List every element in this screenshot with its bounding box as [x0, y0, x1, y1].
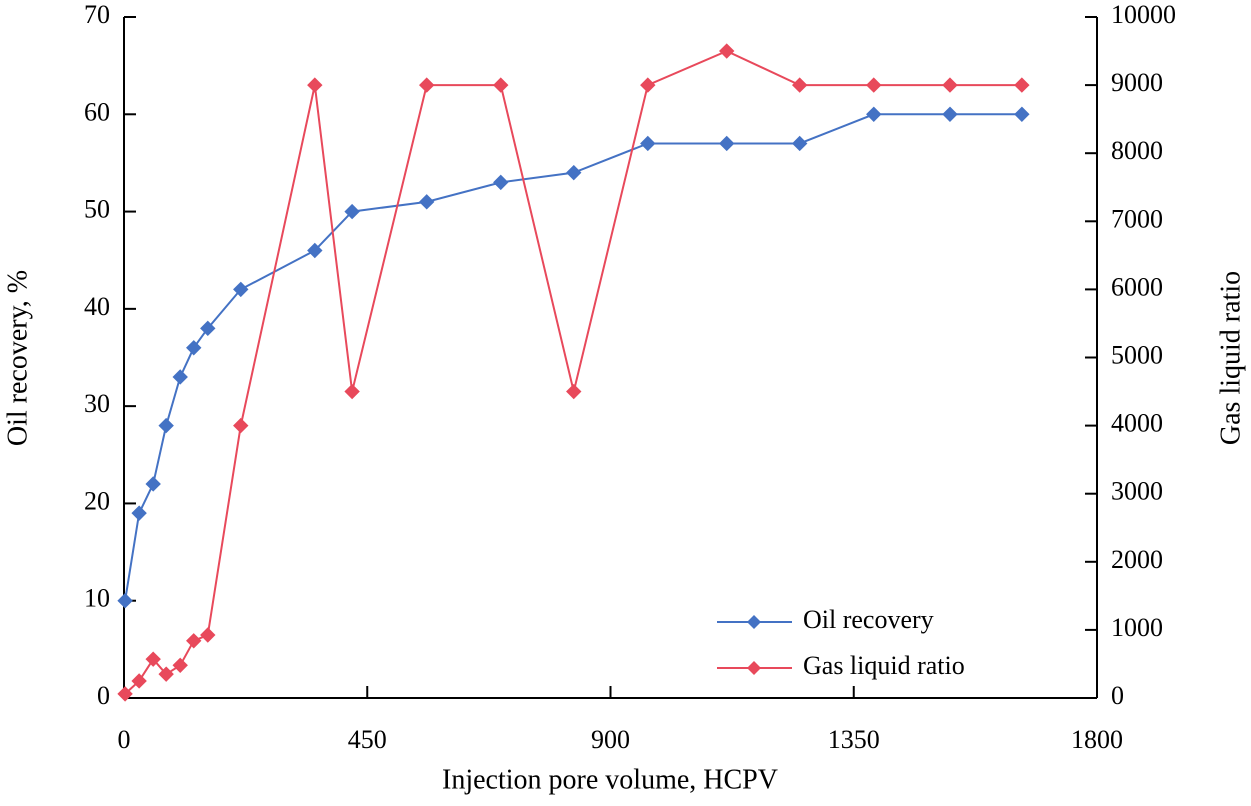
marker — [493, 174, 509, 191]
x-tick-label: 900 — [591, 725, 630, 754]
marker — [1014, 77, 1030, 93]
marker — [1014, 106, 1030, 122]
x-tick-label: 1350 — [828, 725, 880, 754]
marker — [344, 203, 360, 220]
marker — [419, 77, 435, 93]
marker — [186, 340, 202, 356]
marker — [117, 593, 133, 609]
legend-marker — [747, 615, 761, 629]
y-tick-label: 60 — [84, 97, 110, 126]
marker — [719, 43, 735, 59]
x-axis-label: Injection pore volume, HCPV — [442, 764, 778, 795]
marker — [307, 242, 323, 259]
marker — [493, 77, 509, 93]
marker — [200, 320, 216, 337]
marker — [233, 281, 249, 298]
y2-tick-label: 7000 — [1111, 204, 1163, 233]
y2-tick-label: 4000 — [1111, 409, 1163, 438]
y2-tick-label: 3000 — [1111, 477, 1163, 506]
marker — [158, 417, 174, 434]
y-axis-label: Oil recovery, % — [2, 270, 33, 446]
marker — [145, 651, 161, 667]
y2-tick-label: 0 — [1111, 681, 1124, 710]
series-line — [124, 49, 1022, 695]
marker — [791, 77, 808, 93]
marker — [172, 369, 188, 385]
y-tick-label: 50 — [84, 195, 110, 224]
marker — [866, 106, 882, 122]
marker — [791, 135, 808, 152]
marker — [145, 476, 161, 492]
marker — [942, 106, 958, 122]
marker — [186, 633, 202, 649]
marker — [344, 383, 360, 400]
marker — [640, 135, 656, 152]
marker — [233, 417, 249, 434]
marker — [307, 77, 323, 93]
y2-tick-label: 1000 — [1111, 613, 1163, 642]
marker — [566, 383, 582, 400]
legend-label: Gas liquid ratio — [803, 651, 965, 680]
marker — [942, 77, 958, 93]
marker — [158, 666, 174, 682]
marker — [172, 657, 188, 674]
y-tick-label: 10 — [84, 584, 110, 613]
x-tick-label: 0 — [118, 725, 131, 754]
y-tick-label: 70 — [84, 0, 110, 29]
y2-tick-label: 2000 — [1111, 545, 1163, 574]
y-tick-label: 40 — [84, 292, 110, 321]
y-tick-label: 20 — [84, 486, 110, 515]
marker — [419, 194, 435, 210]
marker — [566, 164, 582, 181]
y-tick-label: 0 — [97, 681, 110, 710]
marker — [719, 135, 735, 152]
marker — [200, 627, 216, 643]
y-tick-label: 30 — [84, 389, 110, 418]
marker — [131, 505, 147, 521]
series-line — [124, 113, 1022, 601]
marker — [131, 673, 147, 689]
y2-tick-label: 5000 — [1111, 340, 1163, 369]
y2-tick-label: 9000 — [1111, 68, 1163, 97]
marker — [640, 77, 656, 93]
x-tick-label: 1800 — [1071, 725, 1123, 754]
y2-tick-label: 6000 — [1111, 272, 1163, 301]
y2-axis-label: Gas liquid ratio — [1215, 271, 1246, 445]
marker — [866, 77, 882, 93]
x-tick-label: 450 — [348, 725, 387, 754]
legend-label: Oil recovery — [803, 605, 934, 634]
y2-tick-label: 10000 — [1111, 0, 1176, 29]
y2-tick-label: 8000 — [1111, 136, 1163, 165]
legend-marker — [747, 661, 761, 675]
marker — [117, 686, 133, 702]
